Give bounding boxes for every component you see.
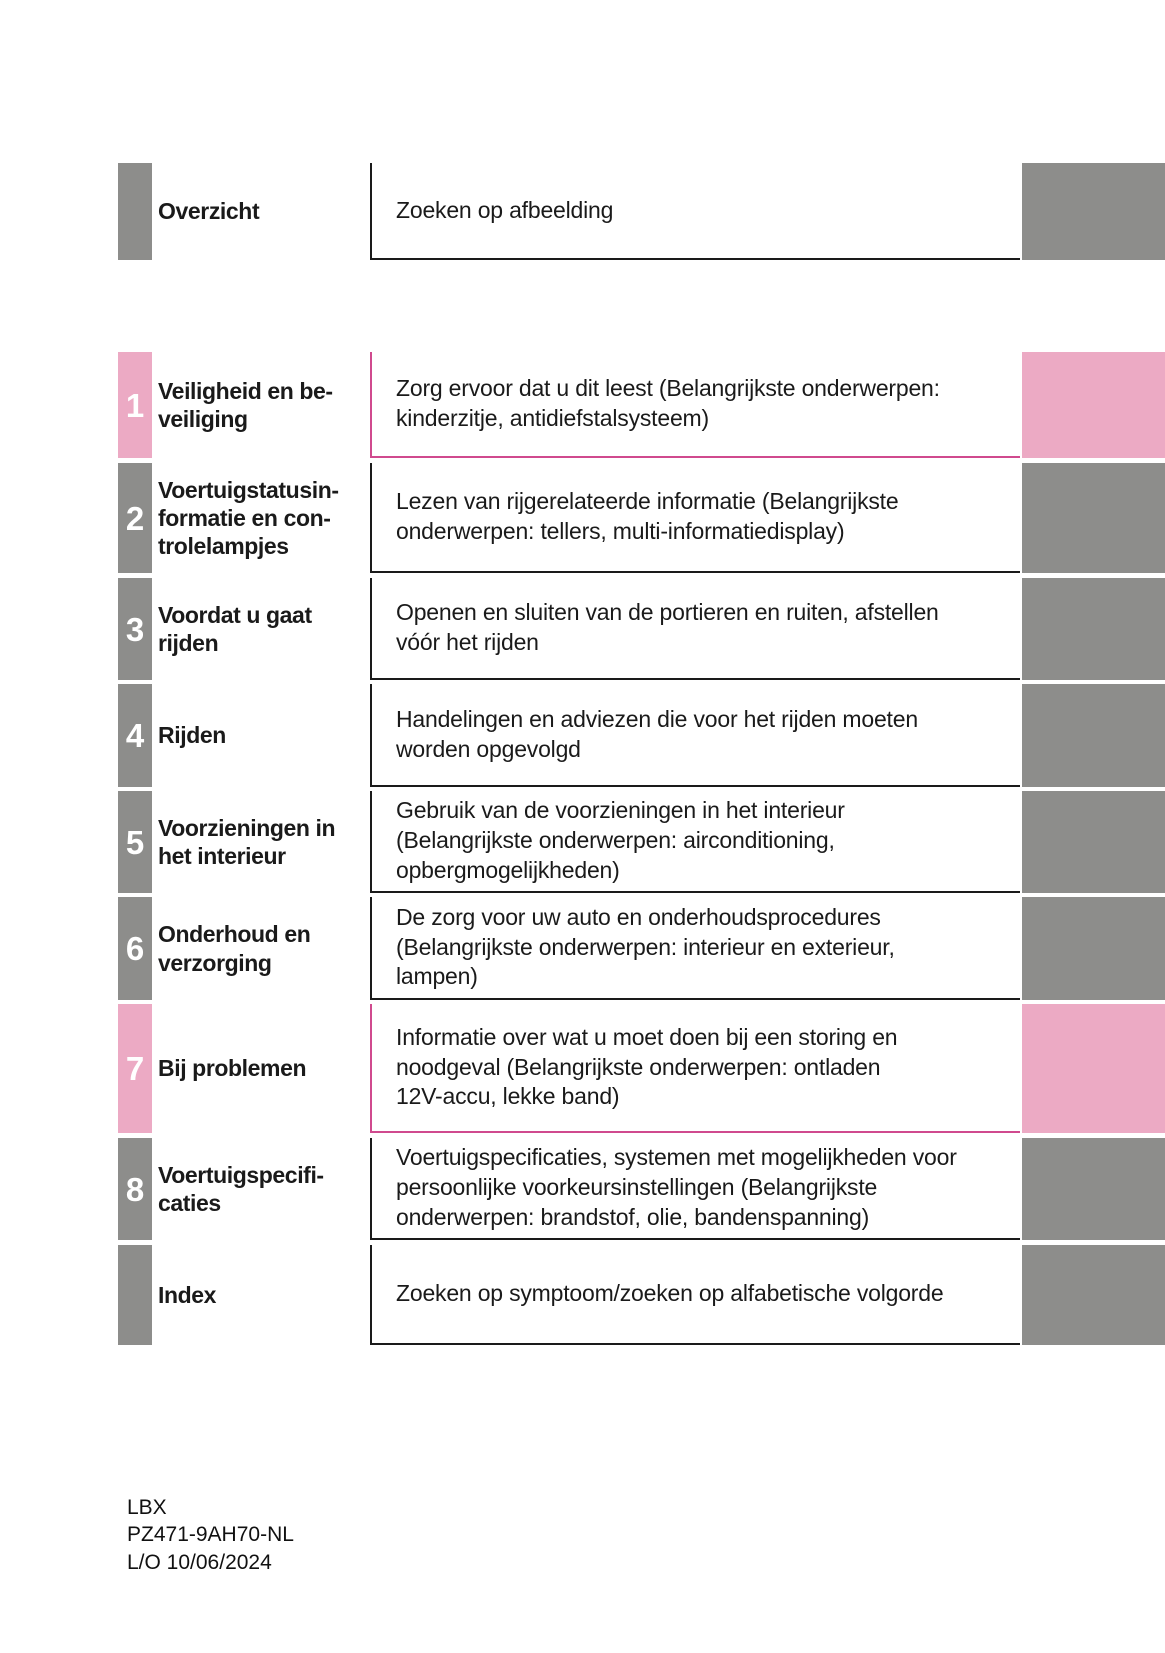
chapter-summary-box: Lezen van rijgerelateerde informatie (Be… xyxy=(370,463,1020,573)
chapter-tab xyxy=(118,163,152,260)
chapter-title: Voertuigstatusin- formatie en con- trole… xyxy=(158,476,339,560)
chapter-number: 5 xyxy=(125,823,145,861)
chapter-title: Voertuigspecifi- caties xyxy=(158,1161,324,1216)
edge-index-marker xyxy=(1022,897,1165,1000)
toc-row-index: Index Zoeken op symptoom/zoeken op alfab… xyxy=(0,1245,1165,1345)
chapter-summary-box: Zorg ervoor dat u dit leest (Belangrijks… xyxy=(370,352,1020,458)
chapter-summary-box: De zorg voor uw auto en onderhoudsproced… xyxy=(370,897,1020,1000)
chapter-number: 6 xyxy=(125,930,145,967)
toc-row-3: 3 Voordat u gaat rijden Openen en sluite… xyxy=(0,578,1165,680)
toc-row-5: 5 Voorzieningen in het interieur Gebruik… xyxy=(0,791,1165,893)
chapter-tab: 1 xyxy=(118,352,152,458)
chapter-tab: 2 xyxy=(118,463,152,573)
chapter-title: Index xyxy=(158,1281,217,1308)
chapter-summary-box: Handelingen en adviezen die voor het rij… xyxy=(370,684,1020,787)
chapter-tab: 3 xyxy=(118,578,152,680)
chapter-summary: Informatie over wat u moet doen bij een … xyxy=(396,1023,898,1110)
layout-date: L/O 10/06/2024 xyxy=(127,1550,272,1574)
chapter-summary: Zorg ervoor dat u dit leest (Belangrijks… xyxy=(396,375,940,431)
edge-index-marker xyxy=(1022,352,1165,458)
chapter-number: 1 xyxy=(125,386,145,424)
chapter-summary: Voertuigspecificaties, systemen met moge… xyxy=(396,1144,957,1230)
model-name: LBX xyxy=(127,1496,167,1519)
edge-index-marker xyxy=(1022,1004,1165,1133)
edge-index-marker xyxy=(1022,163,1165,260)
chapter-summary: Lezen van rijgerelateerde informatie (Be… xyxy=(396,488,899,544)
chapter-tab: 5 xyxy=(118,791,152,893)
toc-row-6: 6 Onderhoud en verzorging De zorg voor u… xyxy=(0,897,1165,1000)
chapter-title: Voorzieningen in het interieur xyxy=(158,814,336,869)
chapter-number: 4 xyxy=(125,717,145,754)
toc-row-overzicht: Overzicht Zoeken op afbeelding xyxy=(0,163,1165,260)
chapter-number: 7 xyxy=(125,1050,145,1087)
chapter-summary-box: Openen en sluiten van de portieren en ru… xyxy=(370,578,1020,680)
chapter-summary: De zorg voor uw auto en onderhoudsproced… xyxy=(396,903,895,990)
chapter-title: Bij problemen xyxy=(158,1055,307,1082)
chapter-summary-box: Gebruik van de voorzieningen in het inte… xyxy=(370,791,1020,893)
part-number: PZ471-9AH70-NL xyxy=(127,1523,294,1547)
chapter-summary: Zoeken op afbeelding xyxy=(396,196,614,223)
chapter-summary-box: Zoeken op symptoom/zoeken op alfabetisch… xyxy=(370,1245,1020,1345)
chapter-tab: 4 xyxy=(118,684,152,787)
footer: LBX PZ471-9AH70-NL L/O 10/06/2024 xyxy=(127,1494,294,1576)
chapter-tab: 6 xyxy=(118,897,152,1000)
chapter-tab: 7 xyxy=(118,1004,152,1133)
chapter-title: Rijden xyxy=(158,722,226,749)
chapter-title: Onderhoud en verzorging xyxy=(158,921,311,976)
chapter-tab xyxy=(118,1245,152,1345)
chapter-summary: Openen en sluiten van de portieren en ru… xyxy=(396,599,939,655)
toc-row-8: 8 Voertuigspecifi- caties Voertuigspecif… xyxy=(0,1138,1165,1240)
edge-index-marker xyxy=(1022,1138,1165,1240)
chapter-tab: 8 xyxy=(118,1138,152,1240)
chapter-summary-box: Informatie over wat u moet doen bij een … xyxy=(370,1004,1020,1133)
chapter-summary: Handelingen en adviezen die voor het rij… xyxy=(396,705,918,762)
edge-index-marker xyxy=(1022,684,1165,787)
chapter-title: Veiligheid en be- veiliging xyxy=(158,377,333,432)
chapter-summary: Gebruik van de voorzieningen in het inte… xyxy=(396,797,845,883)
edge-index-marker xyxy=(1022,791,1165,893)
chapter-summary: Zoeken op symptoom/zoeken op alfabetisch… xyxy=(396,1280,944,1307)
toc-row-2: 2 Voertuigstatusin- formatie en con- tro… xyxy=(0,463,1165,573)
chapter-title: Overzicht xyxy=(158,198,260,225)
toc-row-4: 4 Rijden Handelingen en adviezen die voo… xyxy=(0,684,1165,787)
edge-index-marker xyxy=(1022,1245,1165,1345)
chapter-summary-box: Zoeken op afbeelding xyxy=(370,163,1020,260)
chapter-title: Voordat u gaat rijden xyxy=(158,601,312,656)
edge-index-marker xyxy=(1022,578,1165,680)
chapter-number: 3 xyxy=(125,610,145,648)
toc-row-7: 7 Bij problemen Informatie over wat u mo… xyxy=(0,1004,1165,1133)
edge-index-marker xyxy=(1022,463,1165,573)
chapter-number: 2 xyxy=(125,499,145,537)
toc-row-1: 1 Veiligheid en be- veiliging Zorg ervoo… xyxy=(0,352,1165,458)
chapter-number: 8 xyxy=(125,1170,145,1208)
chapter-summary-box: Voertuigspecificaties, systemen met moge… xyxy=(370,1138,1020,1240)
